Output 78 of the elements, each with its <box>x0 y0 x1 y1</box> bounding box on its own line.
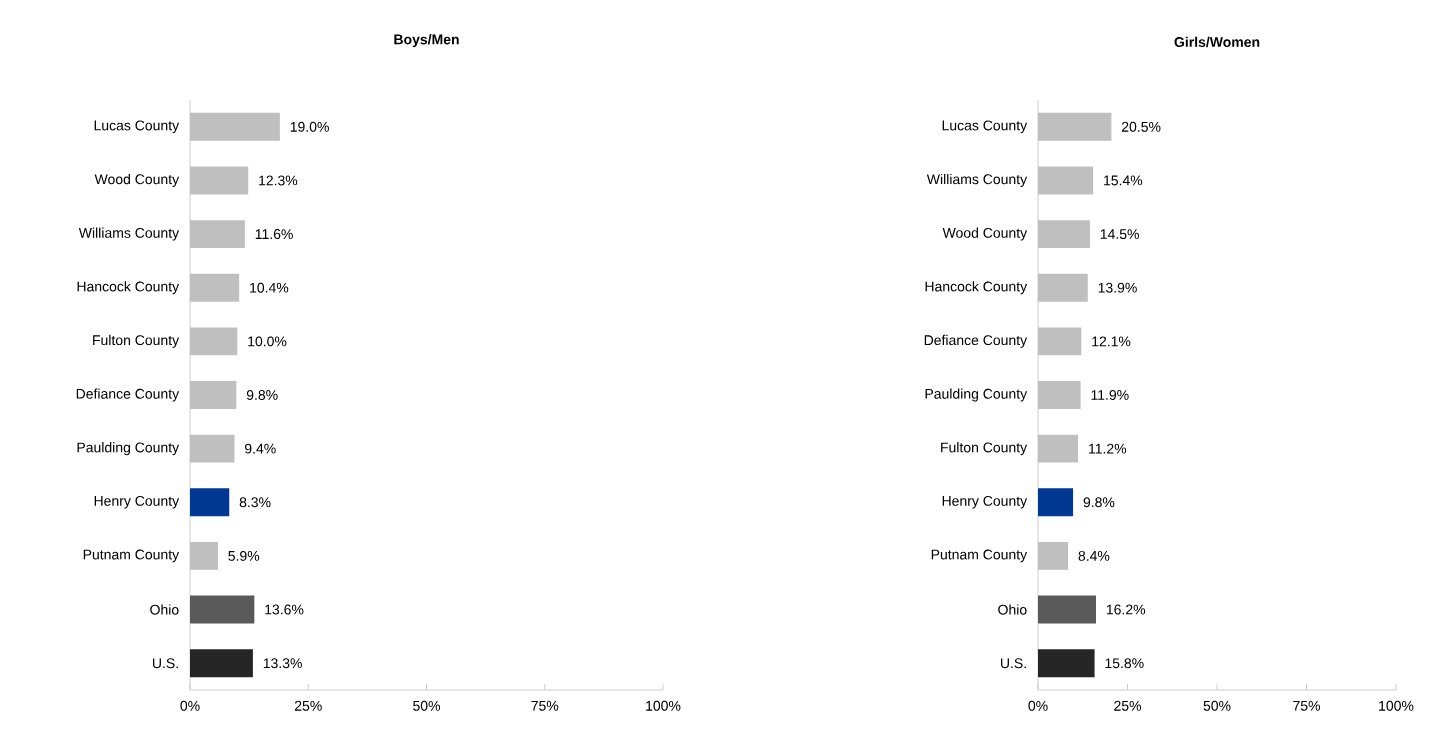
y-tick-label: Defiance County <box>76 388 180 402</box>
data-label: 15.8% <box>1105 658 1144 669</box>
data-label: 11.6% <box>255 229 293 240</box>
bar <box>190 595 255 624</box>
bar <box>1038 381 1081 409</box>
x-tick-label: 75% <box>531 700 559 711</box>
bar <box>1038 327 1082 356</box>
x-tick-label: 25% <box>294 700 322 711</box>
data-label: 13.6% <box>265 604 304 615</box>
x-tick-label: 100% <box>646 700 681 711</box>
bar <box>190 541 218 570</box>
bar <box>1038 541 1069 570</box>
data-label: 12.3% <box>259 175 298 186</box>
data-label: 11.9% <box>1091 390 1129 400</box>
chart-title: Girls/Women <box>1174 36 1260 48</box>
data-label: 12.1% <box>1092 336 1131 347</box>
data-label: 10.0% <box>248 336 287 347</box>
x-tick-label: 50% <box>413 700 441 711</box>
y-tick-label: Defiance County <box>924 334 1028 348</box>
y-tick-label: U.S. <box>152 658 178 669</box>
y-tick-label: Wood County <box>942 227 1028 241</box>
y-tick-label: Wood County <box>94 173 180 187</box>
bar <box>190 220 245 249</box>
y-tick-label: Fulton County <box>93 334 180 348</box>
y-tick-label: Hancock County <box>77 281 180 295</box>
y-tick-label: Putnam County <box>83 549 180 563</box>
y-tick-label: Lucas County <box>94 120 180 134</box>
y-tick-label: Putnam County <box>931 549 1028 563</box>
y-tick-label: Paulding County <box>77 442 180 456</box>
x-tick-label: 100% <box>1379 700 1414 711</box>
bar <box>1038 112 1112 141</box>
bar <box>190 381 237 409</box>
data-label: 15.4% <box>1104 175 1143 186</box>
y-tick-label: Hancock County <box>925 281 1028 295</box>
data-label: 10.4% <box>250 282 289 293</box>
bar <box>190 434 235 463</box>
bar <box>1038 220 1090 249</box>
bar <box>190 649 253 678</box>
y-tick-label: Fulton County <box>941 442 1028 456</box>
data-label: 20.5% <box>1121 121 1161 132</box>
data-label: 8.3% <box>239 497 271 508</box>
bar <box>1038 273 1088 302</box>
bar <box>1038 595 1097 624</box>
data-label: 13.3% <box>263 658 302 669</box>
data-label: 5.9% <box>228 550 260 561</box>
x-tick-label: 0% <box>1028 700 1048 711</box>
x-tick-label: 50% <box>1203 700 1231 711</box>
y-tick-label: Henry County <box>94 495 180 509</box>
y-tick-label: Ohio <box>150 604 179 615</box>
bar <box>1038 166 1094 195</box>
x-tick-label: 25% <box>1114 700 1142 711</box>
data-label: 11.2% <box>1089 443 1127 454</box>
bar <box>1038 434 1079 463</box>
y-tick-label: U.S. <box>1001 658 1026 669</box>
data-label: 9.4% <box>244 443 276 454</box>
data-label: 13.9% <box>1098 282 1137 293</box>
data-label: 14.5% <box>1100 229 1139 240</box>
bar <box>190 488 230 517</box>
y-tick-label: Henry County <box>942 495 1028 509</box>
bar <box>190 166 249 195</box>
chart-title: Boys/Men <box>394 34 459 48</box>
bar <box>190 273 240 302</box>
y-tick-label: Williams County <box>78 227 180 241</box>
data-label: 9.8% <box>246 390 278 400</box>
x-tick-label: 0% <box>180 700 200 711</box>
data-label: 19.0% <box>290 121 329 132</box>
y-tick-label: Paulding County <box>925 388 1028 402</box>
y-tick-label: Williams County <box>926 173 1028 187</box>
bar <box>1038 488 1074 517</box>
data-label: 8.4% <box>1078 550 1110 561</box>
bar <box>190 112 280 141</box>
data-label: 16.2% <box>1106 604 1146 615</box>
y-tick-label: Ohio <box>998 604 1027 615</box>
x-tick-label: 75% <box>1293 700 1321 711</box>
bar <box>1038 649 1095 678</box>
y-tick-label: Lucas County <box>942 120 1028 134</box>
data-label: 9.8% <box>1083 497 1115 508</box>
bar <box>190 327 238 356</box>
